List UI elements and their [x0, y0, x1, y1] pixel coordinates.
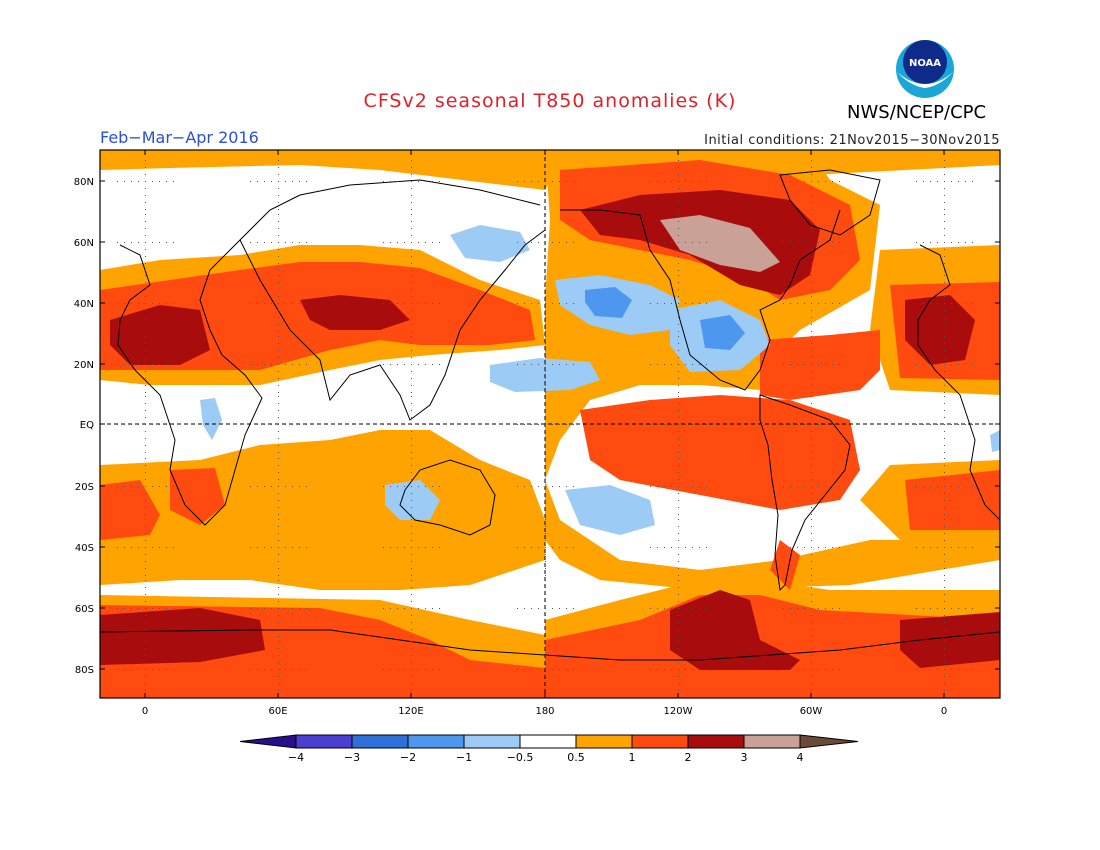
- colorbar-label: 3: [741, 751, 748, 764]
- colorbar-label: −3: [344, 751, 360, 764]
- logo-text: NOAA: [909, 58, 941, 69]
- lon-tick-label: 60W: [800, 706, 823, 717]
- lat-tick-label: 60S: [75, 604, 94, 615]
- colorbar-swatch: [743, 734, 801, 749]
- colorbar-swatch: [463, 734, 521, 749]
- lat-tick-label: 80S: [75, 665, 94, 676]
- initial-conditions: Initial conditions: 21Nov2015−30Nov2015: [704, 133, 1000, 148]
- colorbar-label: −2: [400, 751, 416, 764]
- colorbar: −4 −3 −2 −1 −0.5 0.5 1 2 3 4: [239, 734, 859, 764]
- lon-tick-label: 60E: [268, 706, 287, 717]
- longitude-axis: 0 60E 120E 180 120W 60W 0: [142, 150, 947, 717]
- lat-tick-label: 40S: [75, 543, 94, 554]
- colorbar-label: 4: [797, 751, 804, 764]
- lon-tick-label: 120E: [398, 706, 423, 717]
- colorbar-swatch: [575, 734, 633, 749]
- latitude-axis: 80N 60N 40N 20N EQ 20S 40S 60S 80S: [74, 177, 1000, 676]
- map-title: CFSv2 seasonal T850 anomalies (K): [363, 90, 737, 112]
- lat-tick-label: 20S: [75, 482, 94, 493]
- lat-tick-label: EQ: [80, 420, 94, 431]
- colorbar-label: −4: [288, 751, 304, 764]
- colorbar-label: 0.5: [567, 751, 585, 764]
- lon-tick-label: 120W: [664, 706, 693, 717]
- lon-tick-label: 0: [941, 706, 947, 717]
- lon-tick-label: 0: [142, 706, 148, 717]
- lat-tick-label: 40N: [74, 299, 94, 310]
- lat-tick-label: 80N: [74, 177, 94, 188]
- colorbar-swatch: [519, 734, 577, 749]
- colorbar-label: −0.5: [507, 751, 534, 764]
- lon-tick-label: 180: [535, 706, 554, 717]
- noaa-logo-icon: NOAA: [896, 40, 954, 98]
- colorbar-swatch: [407, 734, 465, 749]
- colorbar-label: 2: [685, 751, 692, 764]
- colorbar-swatch: [631, 734, 689, 749]
- lat-tick-label: 60N: [74, 238, 94, 249]
- colorbar-label: −1: [456, 751, 472, 764]
- lat-tick-label: 20N: [74, 360, 94, 371]
- colorbar-swatch: [295, 734, 353, 749]
- colorbar-arrow-high: [799, 734, 859, 749]
- agency-label: NWS/NCEP/CPC: [847, 102, 987, 123]
- colorbar-arrow-low: [239, 734, 297, 749]
- forecast-period: Feb−Mar−Apr 2016: [100, 128, 259, 147]
- colorbar-label: 1: [629, 751, 636, 764]
- colorbar-swatch: [351, 734, 409, 749]
- colorbar-swatch: [687, 734, 745, 749]
